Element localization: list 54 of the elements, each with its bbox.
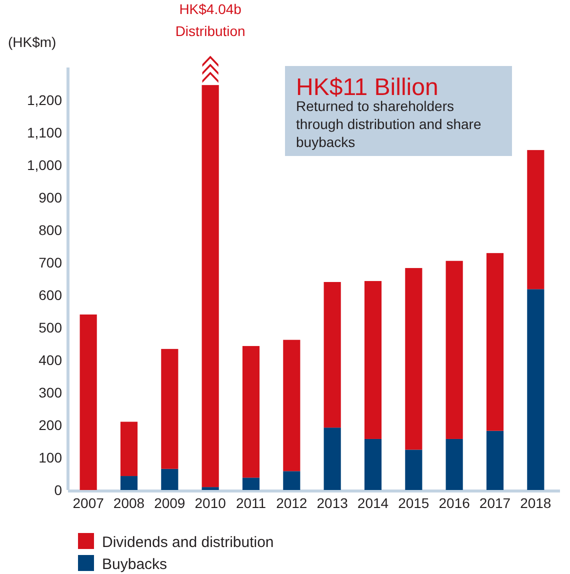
bar — [527, 150, 544, 290]
bar — [405, 268, 422, 450]
x-tick-label: 2007 — [72, 495, 104, 511]
bar — [364, 438, 382, 490]
y-tick-label: 1,000 — [26, 156, 62, 173]
bar — [446, 438, 463, 490]
y-tick-label: 1,200 — [26, 92, 62, 108]
bar — [527, 289, 544, 490]
x-tick-label: 2009 — [154, 495, 186, 511]
bar — [486, 430, 504, 490]
x-tick-label: 2010 — [194, 495, 226, 511]
bar — [120, 422, 138, 476]
annotation: Returned to shareholders through distribution and share buybacks — [296, 98, 482, 150]
x-tick-label: 2018 — [520, 495, 552, 511]
bar — [324, 282, 341, 428]
bar — [364, 281, 382, 439]
y-tick-label: 400 — [38, 352, 62, 368]
y-tick-label: 900 — [38, 189, 62, 206]
bar — [202, 487, 219, 490]
bar — [486, 253, 504, 431]
bar — [405, 450, 422, 490]
y-tick-label: 800 — [38, 222, 62, 238]
x-tick-label: 2016 — [438, 495, 470, 511]
bar — [80, 314, 97, 490]
x-tick-label: 2013 — [316, 495, 348, 511]
x-tick-label: 2017 — [479, 495, 511, 511]
y-axis-title: (HK$m) — [8, 34, 56, 50]
x-tick-label: 2015 — [398, 495, 430, 511]
bar — [161, 348, 178, 469]
x-tick-label: 2014 — [357, 495, 389, 511]
bar — [324, 428, 341, 490]
x-tick-label: 2012 — [276, 495, 308, 511]
text: HK$4.04b Distribution — [175, 1, 246, 40]
y-tick-label: 0 — [54, 482, 62, 498]
y-tick-label: 700 — [38, 254, 62, 270]
legend-label: Dividends and distribution — [102, 534, 274, 551]
y-tick-label: 600 — [38, 286, 62, 303]
annotation: HK$11 Billion — [296, 74, 438, 101]
x-tick-label: 2011 — [236, 495, 266, 511]
x-tick-label: 2008 — [113, 495, 145, 511]
y-tick-label: 500 — [38, 319, 62, 336]
y-tick-label: 1,100 — [26, 124, 62, 140]
bar — [283, 340, 300, 472]
bar — [242, 478, 260, 490]
bar — [446, 260, 463, 439]
bar — [242, 346, 260, 478]
bar — [120, 476, 138, 490]
bar — [202, 85, 219, 488]
legend-label: Buybacks — [102, 556, 168, 573]
y-tick-label: 100 — [38, 449, 62, 466]
y-tick-label: 200 — [38, 416, 62, 433]
y-tick-label: 300 — [38, 384, 62, 400]
bar — [283, 471, 300, 490]
bar — [161, 468, 178, 490]
